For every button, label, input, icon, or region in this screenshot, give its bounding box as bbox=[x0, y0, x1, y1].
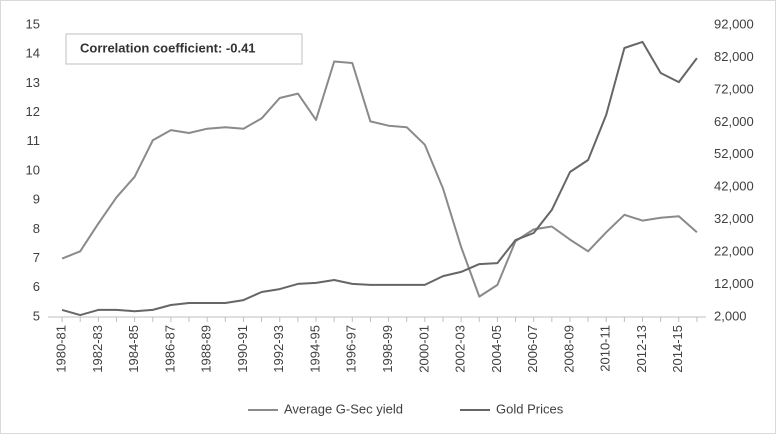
y-tick-label: 7 bbox=[33, 250, 40, 265]
x-tick-label: 2008-09 bbox=[561, 325, 576, 373]
y2-tick-label: 92,000 bbox=[714, 16, 754, 31]
y-tick-label: 9 bbox=[33, 192, 40, 207]
x-tick-label: 1982-83 bbox=[90, 325, 105, 373]
x-tick-label: 1980-81 bbox=[54, 325, 69, 373]
x-tick-label: 2014-15 bbox=[670, 325, 685, 373]
x-tick-label: 2004-05 bbox=[489, 325, 504, 373]
y-tick-label: 15 bbox=[26, 16, 40, 31]
x-tick-label: 2006-07 bbox=[525, 325, 540, 373]
y-tick-label: 5 bbox=[33, 308, 40, 323]
y2-tick-label: 32,000 bbox=[714, 211, 754, 226]
y2-tick-label: 62,000 bbox=[714, 114, 754, 129]
x-tick-label: 2012-13 bbox=[634, 325, 649, 373]
x-tick-label: 2002-03 bbox=[453, 325, 468, 373]
x-tick-label: 1986-87 bbox=[162, 325, 177, 373]
x-tick-label: 1998-99 bbox=[380, 325, 395, 373]
y2-tick-label: 2,000 bbox=[714, 308, 747, 323]
annotation-box bbox=[65, 33, 303, 65]
y2-tick-label: 42,000 bbox=[714, 179, 754, 194]
y-tick-label: 6 bbox=[33, 279, 40, 294]
y2-tick-label: 12,000 bbox=[714, 276, 754, 291]
x-tick-label: 1984-85 bbox=[126, 325, 141, 373]
x-tick-label: 1996-97 bbox=[344, 325, 359, 373]
y2-tick-label: 82,000 bbox=[714, 49, 754, 64]
y-tick-label: 13 bbox=[26, 75, 40, 90]
legend-label: Average G-Sec yield bbox=[284, 401, 403, 416]
series-line bbox=[61, 40, 698, 317]
y-tick-label: 10 bbox=[26, 162, 40, 177]
annotation: Correlation coefficient: -0.41 bbox=[80, 40, 256, 55]
x-tick-label: 1990-91 bbox=[235, 325, 250, 373]
y2-tick-label: 52,000 bbox=[714, 146, 754, 161]
y2-tick-label: 72,000 bbox=[714, 81, 754, 96]
x-tick-label: 2000-01 bbox=[416, 325, 431, 373]
y-tick-label: 8 bbox=[33, 221, 40, 236]
y-tick-label: 14 bbox=[26, 46, 40, 61]
y2-tick-label: 22,000 bbox=[714, 244, 754, 259]
x-tick-label: 1992-93 bbox=[271, 325, 286, 373]
series-line bbox=[61, 60, 698, 298]
x-tick-label: 1994-95 bbox=[307, 325, 322, 373]
y-tick-label: 11 bbox=[27, 133, 41, 148]
y-tick-label: 12 bbox=[26, 104, 40, 119]
legend-label: Gold Prices bbox=[496, 401, 564, 416]
x-tick-label: 1988-89 bbox=[199, 325, 214, 373]
x-tick-label: 2010-11 bbox=[598, 325, 613, 372]
